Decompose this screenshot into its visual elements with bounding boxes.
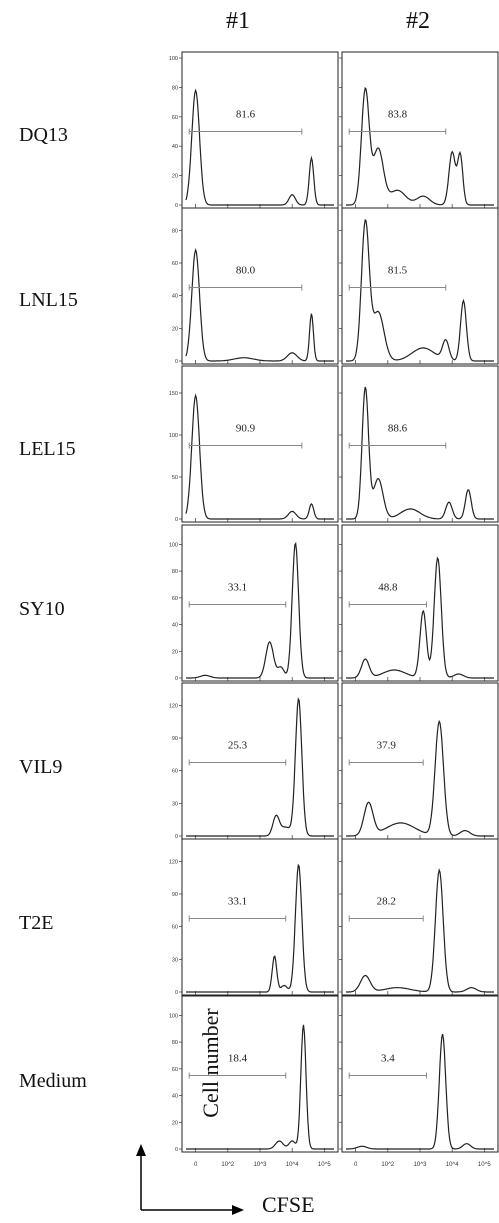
x-tick-label: 10^4 — [286, 1162, 299, 1168]
y-tick-label: 90 — [172, 892, 178, 898]
histogram-curve — [346, 558, 494, 678]
y-tick-label: 0 — [175, 517, 178, 523]
gate-percentage: 33.1 — [228, 896, 247, 908]
histogram-curve — [346, 870, 494, 992]
x-tick-label: 10^2 — [221, 1162, 234, 1168]
y-arrow-head — [136, 1144, 146, 1156]
y-tick-label: 100 — [169, 56, 178, 62]
gate-percentage: 28.2 — [377, 896, 396, 908]
y-tick-label: 60 — [172, 1067, 178, 1073]
histogram-curve — [346, 1034, 494, 1149]
histogram-curve — [186, 90, 334, 205]
y-tick-label: 60 — [172, 596, 178, 602]
panel-frame — [182, 683, 338, 839]
gate-percentage: 81.6 — [236, 109, 256, 121]
x-tick-label: 10^5 — [478, 1162, 491, 1168]
y-tick-label: 50 — [172, 475, 178, 481]
y-tick-label: 60 — [172, 925, 178, 931]
y-tick-label: 150 — [169, 391, 178, 397]
y-tick-label: 0 — [175, 834, 178, 840]
gate-percentage: 3.4 — [381, 1053, 395, 1065]
gate-percentage: 81.5 — [388, 265, 408, 277]
y-tick-label: 100 — [169, 542, 178, 548]
x-tick-label: 10^3 — [414, 1162, 427, 1168]
panel-frame — [182, 366, 338, 522]
y-tick-label: 90 — [172, 736, 178, 742]
y-tick-label: 0 — [175, 1147, 178, 1153]
y-axis-label: Cell number — [198, 998, 224, 1128]
panel-frame — [342, 52, 498, 208]
y-tick-label: 0 — [175, 203, 178, 209]
histogram-curve — [186, 699, 334, 836]
gate-percentage: 25.3 — [228, 740, 248, 752]
y-tick-label: 40 — [172, 144, 178, 150]
histogram-curve — [346, 88, 494, 205]
y-tick-label: 20 — [172, 1120, 178, 1126]
y-tick-label: 20 — [172, 649, 178, 655]
panel-frame — [342, 525, 498, 681]
panel-frame — [182, 525, 338, 681]
x-tick-label: 10^5 — [318, 1162, 331, 1168]
histogram-curve — [346, 387, 494, 519]
y-tick-label: 20 — [172, 326, 178, 332]
x-tick-label: 10^3 — [254, 1162, 267, 1168]
panel-frame — [182, 839, 338, 995]
histogram-curve — [186, 396, 334, 520]
y-tick-label: 100 — [169, 433, 178, 439]
y-tick-label: 80 — [172, 228, 178, 234]
y-tick-label: 40 — [172, 294, 178, 300]
gate-percentage: 88.6 — [388, 423, 408, 435]
y-tick-label: 120 — [169, 703, 178, 709]
y-tick-label: 60 — [172, 261, 178, 267]
x-tick-label: 0 — [194, 1162, 198, 1168]
histogram-curve — [186, 865, 334, 992]
gate-percentage: 18.4 — [228, 1053, 248, 1065]
gate-percentage: 83.8 — [388, 109, 408, 121]
panel-frame — [342, 839, 498, 995]
x-tick-label: 10^4 — [446, 1162, 459, 1168]
x-axis-label: CFSE — [262, 1192, 315, 1218]
histogram-curve — [186, 250, 334, 361]
x-tick-label: 10^2 — [381, 1162, 394, 1168]
y-tick-label: 80 — [172, 85, 178, 91]
y-tick-label: 40 — [172, 1094, 178, 1100]
y-tick-label: 80 — [172, 569, 178, 575]
histogram-curve — [346, 220, 494, 361]
gate-percentage: 37.9 — [377, 740, 397, 752]
y-tick-label: 0 — [175, 359, 178, 365]
histogram-curve — [186, 544, 334, 678]
panel-frame — [342, 683, 498, 839]
y-tick-label: 0 — [175, 990, 178, 996]
panel-frame — [342, 208, 498, 364]
y-tick-label: 60 — [172, 115, 178, 121]
histogram-curve — [346, 721, 494, 836]
x-arrow-head — [232, 1205, 244, 1215]
y-tick-label: 30 — [172, 801, 178, 807]
y-tick-label: 60 — [172, 769, 178, 775]
y-tick-label: 120 — [169, 859, 178, 865]
gate-percentage: 48.8 — [378, 582, 398, 594]
panel-frame — [342, 996, 498, 1152]
gate-percentage: 80.0 — [236, 265, 256, 277]
y-tick-label: 40 — [172, 623, 178, 629]
x-tick-label: 0 — [354, 1162, 358, 1168]
gate-percentage: 90.9 — [236, 423, 256, 435]
y-tick-label: 30 — [172, 957, 178, 963]
y-tick-label: 80 — [172, 1040, 178, 1046]
gate-percentage: 33.1 — [228, 582, 247, 594]
y-tick-label: 20 — [172, 174, 178, 180]
y-tick-label: 0 — [175, 676, 178, 682]
y-tick-label: 100 — [169, 1013, 178, 1019]
